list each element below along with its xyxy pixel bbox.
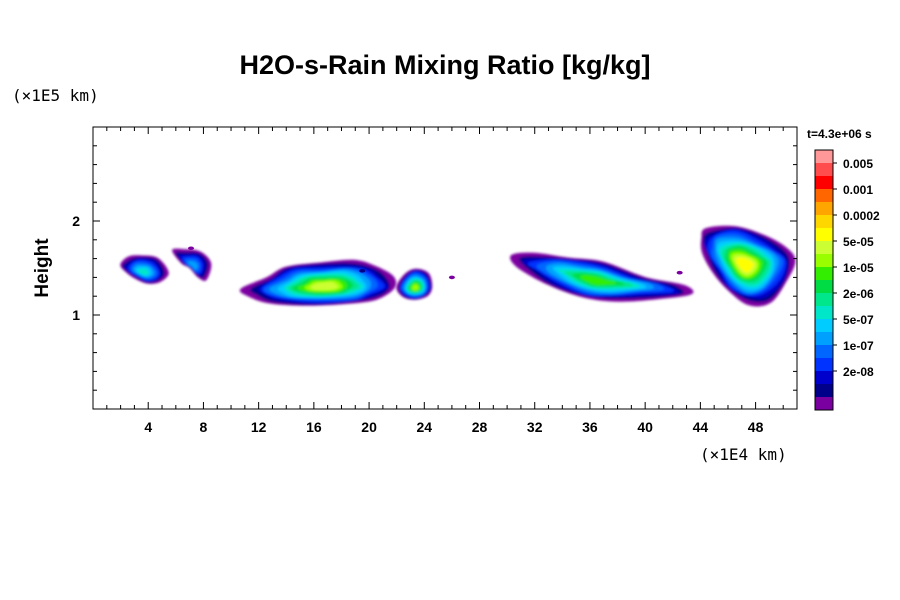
x-tick-label: 16 — [306, 419, 322, 435]
speckle-mark — [448, 275, 455, 280]
y-axis-title: Height — [32, 238, 53, 298]
speckle-mark — [359, 269, 366, 273]
contour-level — [310, 281, 339, 291]
contour-level — [187, 261, 198, 270]
colorbar-segment — [815, 202, 833, 216]
speckle-mark — [188, 246, 195, 251]
chart-title: H2O-s-Rain Mixing Ratio [kg/kg] — [239, 50, 650, 80]
colorbar-label: 1e-05 — [843, 261, 874, 275]
contour-level — [580, 275, 616, 285]
colorbar-segment — [815, 293, 833, 307]
colorbar-segment — [815, 397, 833, 411]
colorbar-segment — [815, 345, 833, 359]
contour-level — [411, 284, 419, 291]
x-tick-labels: 4 8 12 16 20 24 28 32 36 40 44 48 — [144, 419, 763, 435]
colorbar-label: 1e-07 — [843, 339, 874, 353]
colorbar-label: 0.005 — [843, 157, 873, 171]
colorbar-label: 0.0002 — [843, 209, 880, 223]
cloud-region — [120, 255, 169, 284]
colorbar-segment — [815, 358, 833, 372]
cloud-region — [239, 259, 397, 306]
colorbar-segment — [815, 228, 833, 242]
cloud-region — [510, 252, 694, 302]
colorbar-segment — [815, 215, 833, 229]
cloud-region — [172, 248, 212, 281]
colorbar-segment — [815, 189, 833, 203]
colorbar-segment — [815, 241, 833, 255]
time-label: t=4.3e+06 s — [807, 127, 872, 141]
colorbar-segment — [815, 332, 833, 346]
y-unit-label: (×1E5 km) — [12, 86, 99, 105]
y-tick-label: 2 — [72, 213, 80, 229]
plot-frame — [92, 126, 798, 410]
colorbar-segment — [815, 371, 833, 385]
speckle-mark — [676, 270, 683, 275]
x-tick-label: 28 — [472, 419, 488, 435]
x-tick-label: 24 — [417, 419, 433, 435]
colorbar-label: 5e-07 — [843, 313, 874, 327]
colorbar-frame — [814, 149, 834, 411]
x-tick-label: 44 — [693, 419, 709, 435]
x-tick-label: 4 — [144, 419, 152, 435]
x-tick-label: 48 — [748, 419, 764, 435]
x-tick-label: 36 — [582, 419, 598, 435]
x-tick-label: 40 — [637, 419, 653, 435]
cloud-region — [396, 268, 433, 300]
axis-ticks — [93, 127, 797, 409]
colorbar-segment — [815, 384, 833, 398]
x-tick-label: 32 — [527, 419, 543, 435]
x-tick-label: 20 — [361, 419, 377, 435]
y-tick-label: 1 — [72, 307, 80, 323]
colorbar-segment — [815, 150, 833, 164]
colorbar-segment — [815, 280, 833, 294]
y-tick-labels: 12 — [72, 213, 80, 323]
colorbar-segment — [815, 254, 833, 268]
colorbar-label: 2e-08 — [843, 365, 874, 379]
x-tick-label: 12 — [251, 419, 267, 435]
colorbar-segment — [815, 163, 833, 177]
colorbar-segment — [815, 267, 833, 281]
contour-level — [137, 268, 149, 276]
colorbar-segment — [815, 176, 833, 190]
cloud-region — [700, 225, 796, 307]
x-unit-label: (×1E4 km) — [700, 445, 787, 464]
contour-level — [736, 257, 754, 273]
x-tick-label: 8 — [200, 419, 208, 435]
colorbar-label: 2e-06 — [843, 287, 874, 301]
colorbar: 0.005 0.001 0.0002 5e-05 1e-05 2e-06 5e-07 1e-0… — [814, 149, 880, 411]
colorbar-segment — [815, 306, 833, 320]
colorbar-label: 0.001 — [843, 183, 873, 197]
colorbar-label: 5e-05 — [843, 235, 874, 249]
colorbar-segment — [815, 319, 833, 333]
contour-fields — [120, 225, 796, 307]
